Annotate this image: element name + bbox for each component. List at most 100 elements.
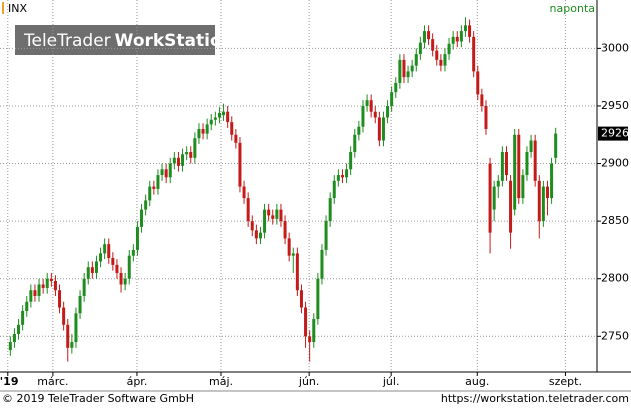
candle-body: [545, 186, 549, 199]
candle-body: [414, 54, 418, 66]
brand: TeleTrader WorkStation: [23, 31, 234, 51]
candle-body: [476, 71, 480, 95]
candle-body: [234, 134, 238, 143]
candle-body: [90, 267, 94, 273]
candle-body: [295, 253, 299, 291]
candle-body: [45, 278, 49, 288]
candle-body: [541, 186, 545, 222]
candle-body: [181, 154, 185, 166]
candle-body: [480, 94, 484, 106]
candle-body: [94, 261, 98, 273]
candle-body: [209, 119, 213, 125]
candle-body: [111, 257, 115, 265]
candle-body: [213, 117, 217, 120]
candle-body: [328, 198, 332, 222]
brand-light: TeleTrader: [23, 31, 111, 51]
candle-body: [271, 215, 275, 219]
candle-body: [500, 152, 504, 181]
candle-body: [21, 310, 25, 325]
candle-body: [230, 122, 234, 135]
candle-body: [74, 313, 78, 343]
y-tick-label: 2950: [601, 99, 629, 112]
candle-body: [53, 281, 57, 291]
candle-body: [127, 255, 131, 279]
candle-body: [242, 186, 246, 199]
candle-body: [254, 230, 258, 239]
candle-body: [267, 209, 271, 216]
candle-body: [468, 25, 472, 37]
brand-bold: WorkStation: [115, 31, 234, 51]
candle-body: [349, 152, 353, 170]
candle-body: [459, 31, 463, 42]
candle-body: [250, 221, 254, 231]
x-tick-label: máj.: [209, 375, 233, 388]
candle-body: [427, 31, 431, 40]
candle-body: [422, 31, 426, 43]
candle-body: [361, 105, 365, 127]
y-tick-label: 2850: [601, 214, 629, 227]
last-value-box: [598, 126, 628, 141]
candle-body: [287, 238, 291, 256]
candle-body: [439, 59, 443, 66]
candle-body: [238, 142, 242, 187]
candle-body: [373, 111, 377, 118]
candle-body: [164, 169, 168, 178]
candle-body: [201, 128, 205, 134]
candle-body: [217, 112, 221, 118]
candle-body: [275, 209, 279, 219]
candle-body: [521, 175, 525, 199]
candle-body: [156, 175, 160, 189]
candle-body: [279, 209, 283, 222]
candle-body: [33, 290, 37, 296]
series-name: INX: [8, 2, 27, 15]
brand-box: [15, 25, 215, 55]
candle-body: [291, 253, 295, 256]
candle-body: [58, 290, 62, 308]
candle-body: [320, 249, 324, 279]
candle-body: [123, 278, 127, 285]
x-tick-label: ápr.: [127, 375, 148, 388]
y-tick-label: 2900: [601, 157, 629, 170]
candle-body: [410, 65, 414, 72]
candle-body: [451, 36, 455, 44]
candle-body: [246, 198, 250, 222]
candle-body: [447, 43, 451, 55]
candle-body: [394, 82, 398, 93]
candle-body: [431, 39, 435, 51]
candle-body: [263, 209, 267, 233]
footer-right: https://workstation.teletrader.com: [441, 392, 629, 405]
candle-body: [406, 71, 410, 78]
candle-body: [258, 232, 262, 239]
candle-body: [324, 221, 328, 250]
candle-body: [299, 290, 303, 308]
candle-body: [107, 244, 111, 258]
candle-body: [517, 134, 521, 199]
candle-body: [78, 295, 82, 314]
candle-body: [336, 175, 340, 181]
x-tick-label: aug.: [465, 375, 489, 388]
candle-body: [37, 284, 41, 296]
candle-body: [29, 290, 33, 302]
candle-body: [345, 169, 349, 178]
candle-body: [86, 267, 90, 279]
candle-body: [463, 25, 467, 32]
candle-body: [172, 157, 176, 164]
candle-body: [135, 226, 139, 250]
candle-body: [472, 36, 476, 72]
candle-body: [357, 126, 361, 135]
candle-body: [377, 117, 381, 141]
candle-body: [529, 140, 533, 153]
candle-body: [513, 134, 517, 210]
candle-body: [131, 249, 135, 256]
x-tick-label: márc.: [37, 375, 68, 388]
candle-body: [82, 278, 86, 296]
candle-body: [25, 301, 29, 311]
candle-body: [12, 333, 16, 343]
candle-body: [488, 163, 492, 233]
candle-body: [340, 175, 344, 178]
candle-body: [435, 50, 439, 60]
candle-body: [332, 180, 336, 199]
x-tick-label: jún.: [298, 375, 320, 388]
